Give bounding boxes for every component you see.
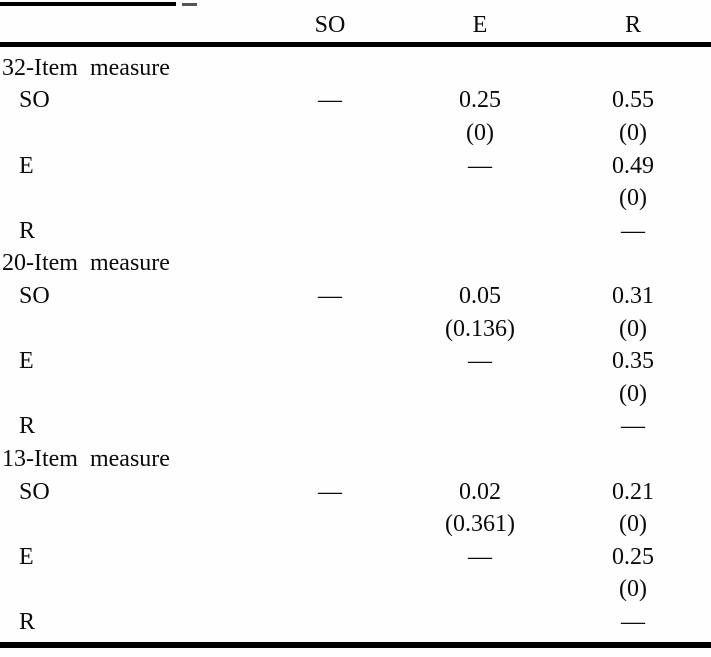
table-body: 32-Item measure SO — 0.25 0.55 (0) (0) E… <box>0 52 711 639</box>
cell-e-r: 0.49 <box>612 152 654 179</box>
cell-e-e: — <box>468 543 492 570</box>
row-label-e: E <box>19 152 34 179</box>
table-row: R — <box>0 411 711 444</box>
cell-e-r: 0.25 <box>612 543 654 570</box>
row-label-so: SO <box>19 478 50 505</box>
header-rule <box>0 42 711 47</box>
table-row: SO — 0.05 0.31 <box>0 280 711 313</box>
column-header-so: SO <box>314 11 346 38</box>
table-row: R — <box>0 215 711 248</box>
cell-so-r: 0.21 <box>612 478 654 505</box>
table-row: SO — 0.02 0.21 <box>0 476 711 509</box>
section-header-row: 20-Item measure <box>0 248 711 281</box>
table-row-pvalues: (0) <box>0 574 711 607</box>
section-header-row: 13-Item measure <box>0 443 711 476</box>
cell-so-so: — <box>318 87 342 114</box>
row-label-so: SO <box>19 282 50 309</box>
row-label-so: SO <box>19 87 50 114</box>
cell-so-e: 0.02 <box>459 478 501 505</box>
row-label-r: R <box>19 608 36 635</box>
pvalue-so-e: (0.361) <box>445 511 515 538</box>
cell-e-e: — <box>468 348 492 375</box>
table-row: R — <box>0 606 711 639</box>
pvalue-so-e: (0) <box>466 119 494 146</box>
table-row: E — 0.35 <box>0 345 711 378</box>
top-rule-fragment <box>182 3 197 6</box>
bottom-rule <box>0 642 711 648</box>
table-row-pvalues: (0) (0) <box>0 117 711 150</box>
section-label: 13-Item measure <box>2 445 170 472</box>
table-row-pvalues: (0) <box>0 378 711 411</box>
pvalue-e-r: (0) <box>619 380 647 407</box>
cell-so-e: 0.25 <box>459 87 501 114</box>
cell-r-r: — <box>621 413 645 440</box>
table-row: E — 0.49 <box>0 150 711 183</box>
pvalue-so-r: (0) <box>619 315 647 342</box>
pvalue-e-r: (0) <box>619 576 647 603</box>
table-row-pvalues: (0.136) (0) <box>0 313 711 346</box>
cell-e-e: — <box>468 152 492 179</box>
cell-so-e: 0.05 <box>459 282 501 309</box>
cell-so-so: — <box>318 478 342 505</box>
cell-r-r: — <box>621 608 645 635</box>
cell-so-r: 0.31 <box>612 282 654 309</box>
table-row: SO — 0.25 0.55 <box>0 85 711 118</box>
row-label-e: E <box>19 348 34 375</box>
table-row: E — 0.25 <box>0 541 711 574</box>
pvalue-e-r: (0) <box>619 185 647 212</box>
row-label-e: E <box>19 543 34 570</box>
pvalue-so-r: (0) <box>619 119 647 146</box>
cell-e-r: 0.35 <box>612 348 654 375</box>
column-header-r: R <box>624 11 641 38</box>
column-header-e: E <box>472 11 488 38</box>
cell-so-r: 0.55 <box>612 87 654 114</box>
pvalue-so-e: (0.136) <box>445 315 515 342</box>
cell-r-r: — <box>621 217 645 244</box>
top-partial-rule <box>0 2 176 6</box>
section-label: 32-Item measure <box>2 54 170 81</box>
section-label: 20-Item measure <box>2 250 170 277</box>
row-label-r: R <box>19 217 36 244</box>
cell-so-so: — <box>318 282 342 309</box>
table-header-row: SO E R <box>0 10 711 40</box>
pvalue-so-r: (0) <box>619 511 647 538</box>
table-row-pvalues: (0.361) (0) <box>0 508 711 541</box>
section-header-row: 32-Item measure <box>0 52 711 85</box>
table-row-pvalues: (0) <box>0 182 711 215</box>
row-label-r: R <box>19 413 36 440</box>
